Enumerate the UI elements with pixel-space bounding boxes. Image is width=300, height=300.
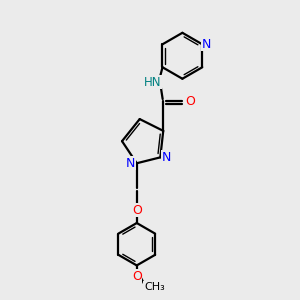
Text: O: O: [185, 95, 195, 108]
Text: CH₃: CH₃: [144, 282, 165, 292]
Text: HN: HN: [144, 76, 162, 89]
Text: O: O: [132, 270, 142, 283]
Text: N: N: [126, 157, 135, 170]
Text: O: O: [132, 204, 142, 217]
Text: N: N: [162, 151, 172, 164]
Text: N: N: [202, 38, 211, 51]
